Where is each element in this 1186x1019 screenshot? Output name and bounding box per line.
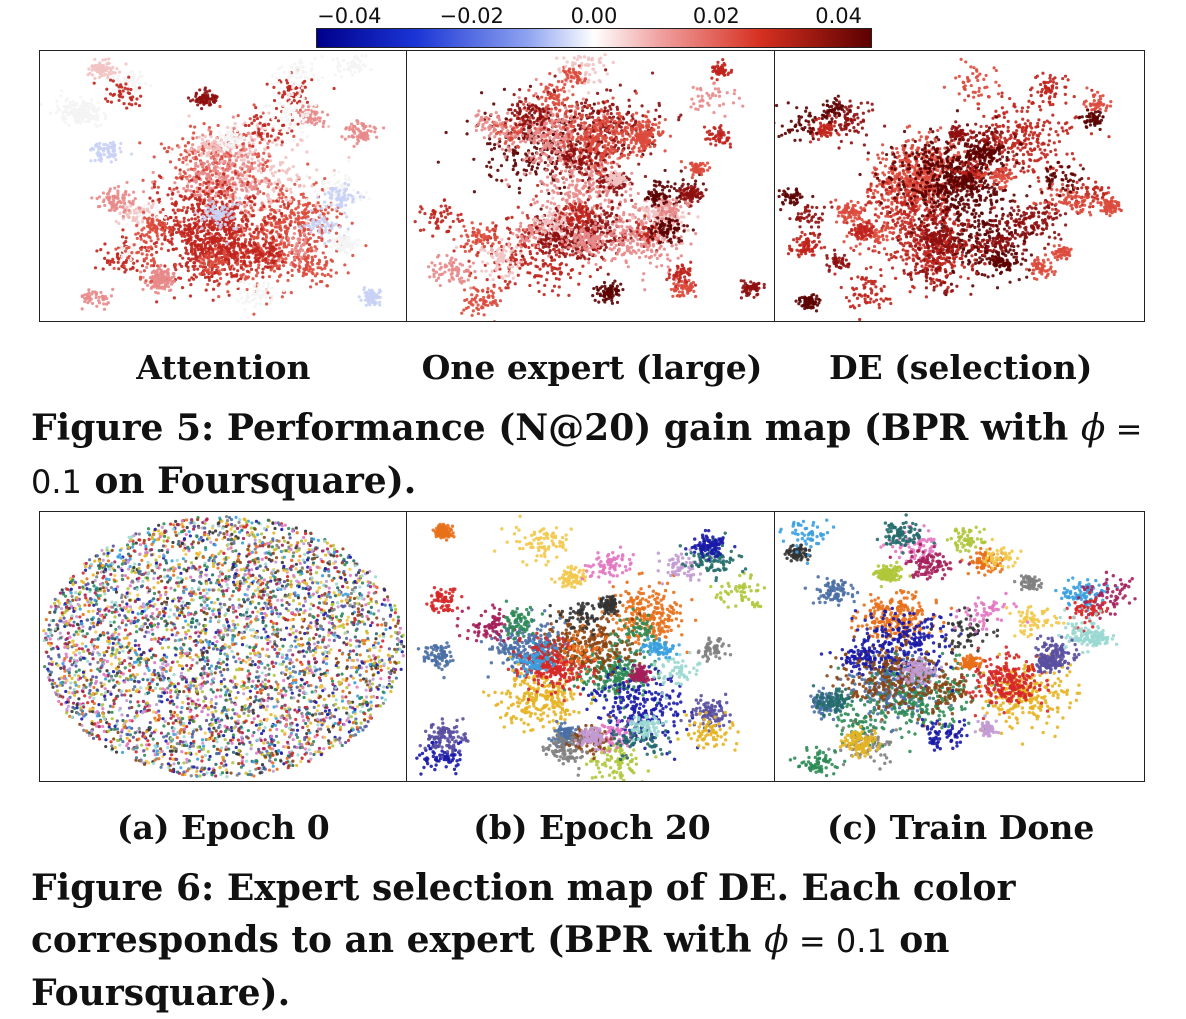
scatter-plot [415,514,767,781]
panel-label: (a) Epoch 0 [39,808,408,847]
colorbar-tick: −0.02 [439,4,503,28]
colorbar: −0.04 −0.02 0.00 0.02 0.04 [316,4,872,48]
phi-symbol: ϕ [1081,408,1106,449]
scatter-plot [413,53,766,321]
epoch-20-selection-map [407,511,775,782]
figure5-caption: Figure 5: Performance (N@20) gain map (B… [31,402,1155,508]
phi-value: 0.1 [31,463,82,501]
scatter-plot [40,53,386,320]
caption-text: on Foursquare). [82,460,416,502]
colorbar-tick: 0.04 [815,4,862,28]
epoch-0-selection-map [39,511,407,782]
panel-label: (c) Train Done [776,808,1145,847]
phi-value: 0.1 [836,922,887,960]
de-selection-gain-map [775,50,1145,322]
colorbar-tick: 0.02 [693,4,740,28]
figure5-panels [39,50,1145,322]
phi-symbol: ϕ [764,920,789,961]
scatter-plot [778,513,1137,778]
figure6-panels [39,511,1145,782]
caption-equals: = [789,922,836,960]
one-expert-gain-map [407,50,775,322]
attention-gain-map [39,50,407,322]
train-done-selection-map [775,511,1145,782]
scatter-plot [775,57,1123,321]
colorbar-tick: 0.00 [571,4,618,28]
figure6-caption: Figure 6: Expert selection map of DE. Ea… [31,862,1155,1019]
figure6-panel-labels: (a) Epoch 0 (b) Epoch 20 (c) Train Done [39,808,1145,847]
colorbar-tick: −0.04 [317,4,381,28]
caption-text: Figure 6: Expert selection map of DE. Ea… [31,867,1016,961]
panel-label: (b) Epoch 20 [408,808,777,847]
panel-label: One expert (large) [408,348,777,387]
caption-text: Figure 5: Performance (N@20) gain map (B… [31,407,1081,449]
colorbar-gradient [316,28,872,48]
caption-equals: = [1105,410,1143,448]
panel-label: DE (selection) [776,348,1145,387]
panel-label: Attention [39,348,408,387]
figure5-panel-labels: Attention One expert (large) DE (selecti… [39,348,1145,387]
scatter-plot [42,514,406,779]
